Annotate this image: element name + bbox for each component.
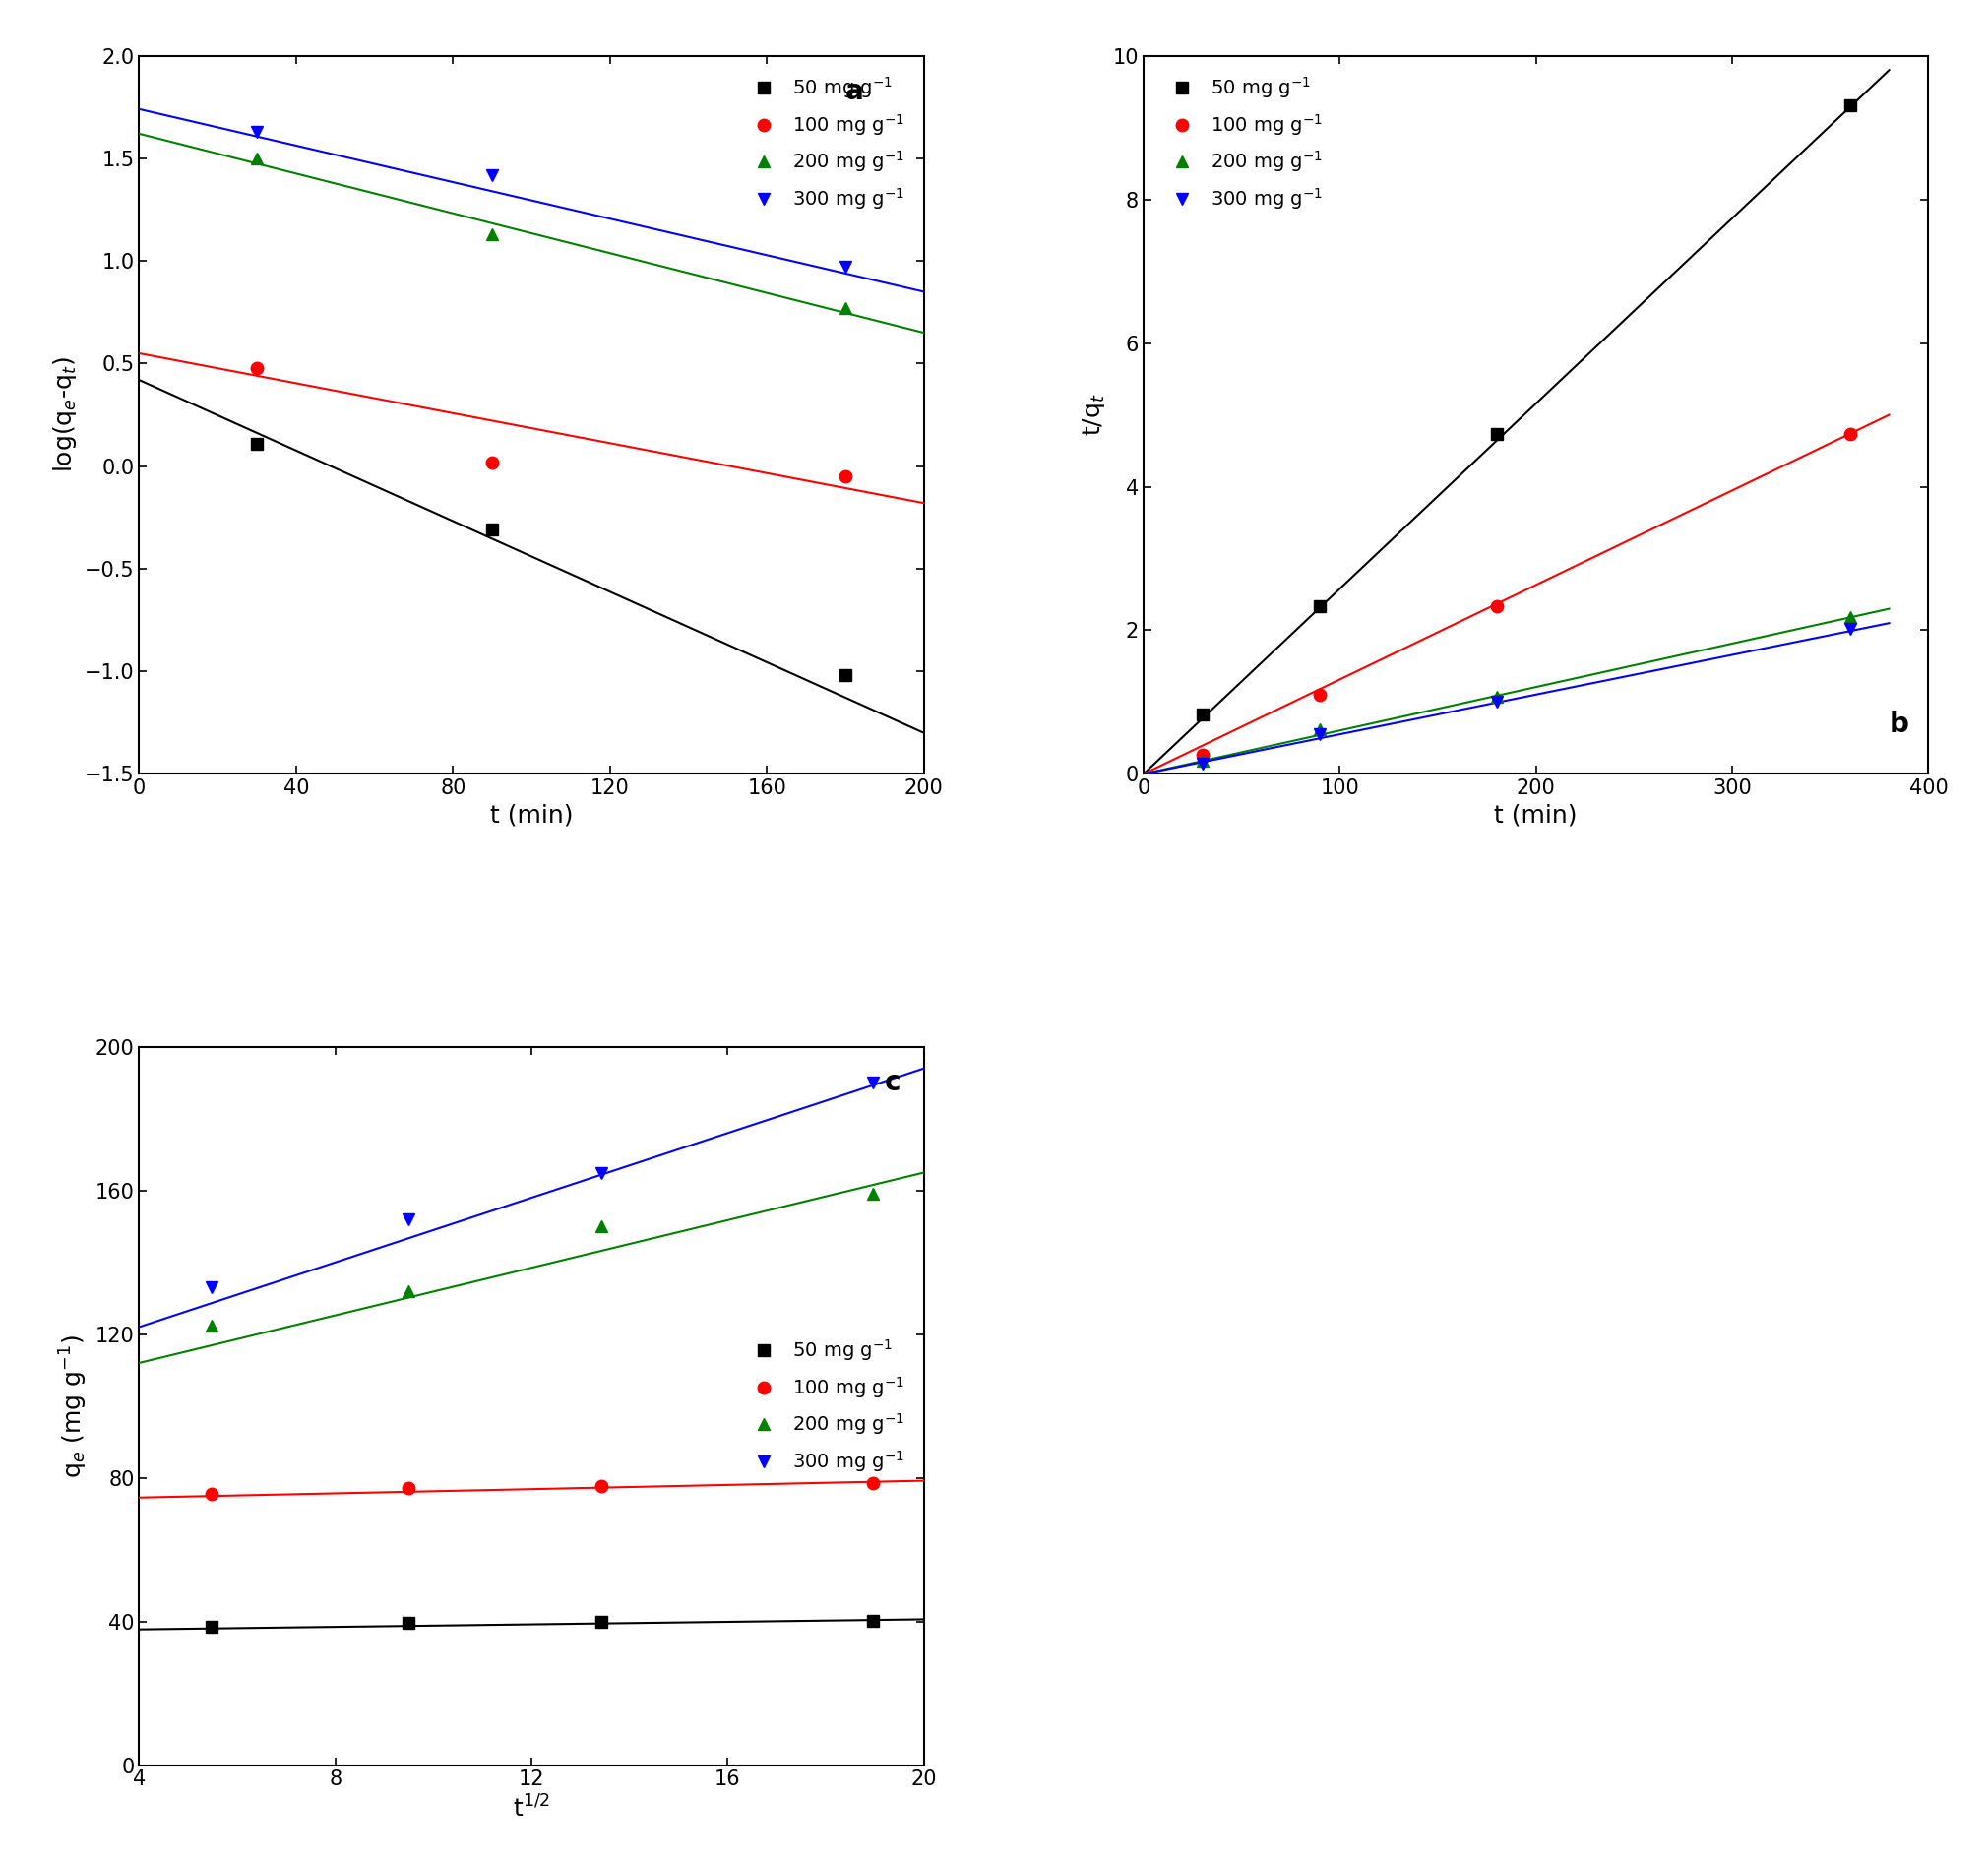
X-axis label: t$^{1/2}$: t$^{1/2}$: [513, 1795, 551, 1823]
Text: a: a: [845, 78, 865, 104]
Legend: 50 mg g$^{-1}$, 100 mg g$^{-1}$, 200 mg g$^{-1}$, 300 mg g$^{-1}$: 50 mg g$^{-1}$, 100 mg g$^{-1}$, 200 mg …: [1153, 65, 1332, 221]
Y-axis label: t/q$_t$: t/q$_t$: [1081, 394, 1107, 437]
X-axis label: t (min): t (min): [1495, 805, 1578, 827]
X-axis label: t (min): t (min): [489, 805, 573, 827]
Y-axis label: log(q$_e$-q$_t$): log(q$_e$-q$_t$): [52, 357, 80, 472]
Text: c: c: [885, 1068, 901, 1096]
Legend: 50 mg g$^{-1}$, 100 mg g$^{-1}$, 200 mg g$^{-1}$, 300 mg g$^{-1}$: 50 mg g$^{-1}$, 100 mg g$^{-1}$, 200 mg …: [736, 65, 914, 221]
Y-axis label: q$_e$ (mg g$^{-1}$): q$_e$ (mg g$^{-1}$): [58, 1334, 89, 1477]
Text: b: b: [1889, 710, 1908, 738]
Legend: 50 mg g$^{-1}$, 100 mg g$^{-1}$, 200 mg g$^{-1}$, 300 mg g$^{-1}$: 50 mg g$^{-1}$, 100 mg g$^{-1}$, 200 mg …: [736, 1328, 914, 1485]
